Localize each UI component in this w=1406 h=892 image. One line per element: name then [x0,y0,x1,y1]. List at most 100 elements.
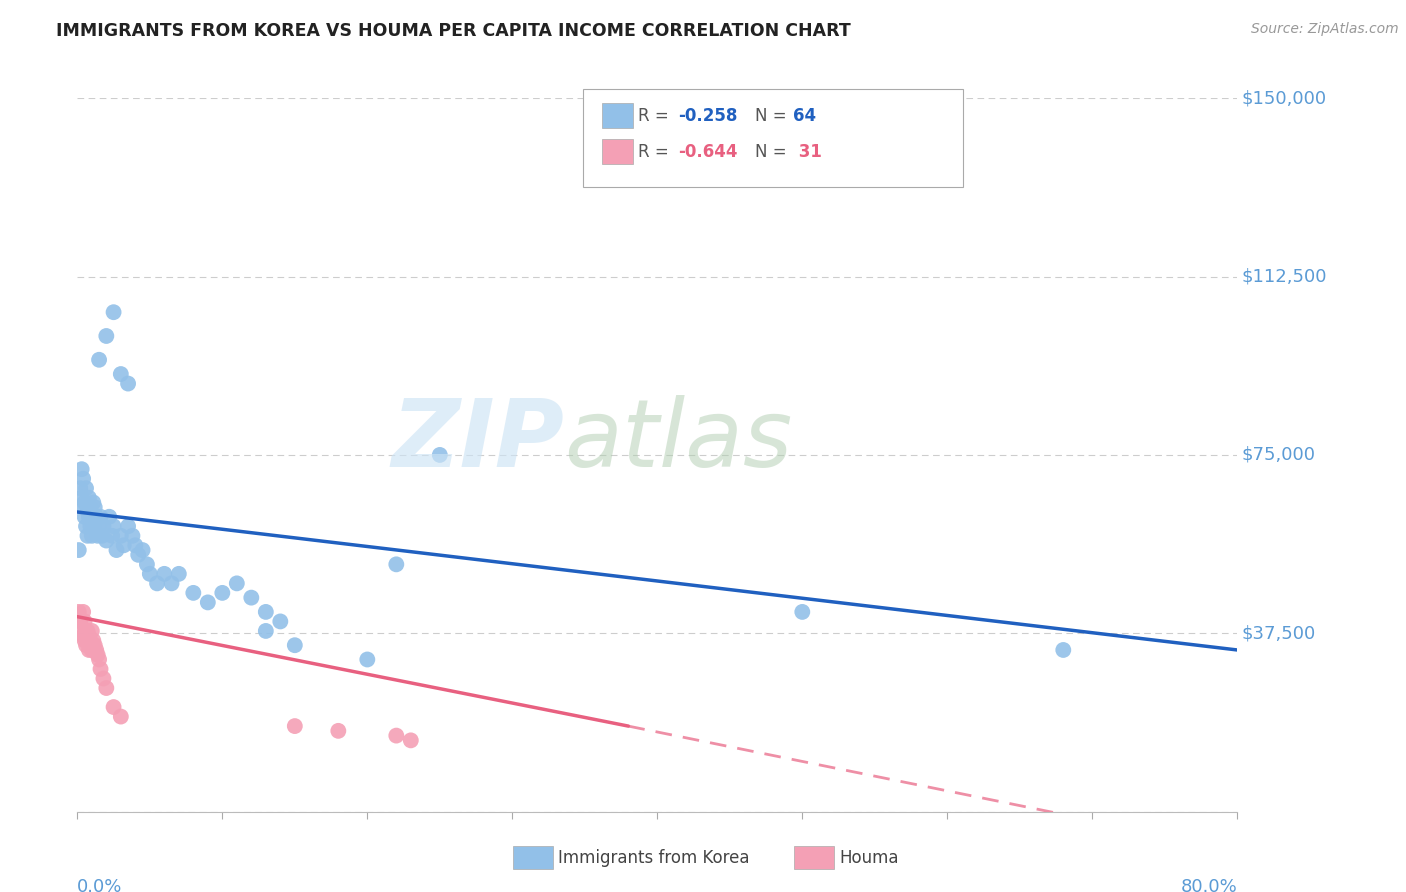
Point [77,491,100,505]
Point [84,509,107,524]
Point [385,729,408,743]
Point [146,576,169,591]
Point [254,605,277,619]
Text: R =: R = [638,107,675,125]
Point [139,566,162,581]
Point [72,629,94,643]
Point [67,605,90,619]
Point [211,586,233,600]
Text: IMMIGRANTS FROM KOREA VS HOUMA PER CAPITA INCOME CORRELATION CHART: IMMIGRANTS FROM KOREA VS HOUMA PER CAPIT… [56,22,851,40]
Point [75,481,97,495]
Point [328,723,350,738]
Point [103,305,125,319]
Text: $150,000: $150,000 [1241,89,1327,107]
Point [86,648,108,662]
Point [103,700,125,714]
Text: Source: ZipAtlas.com: Source: ZipAtlas.com [1251,22,1399,37]
Point [1052,643,1074,657]
Point [67,543,90,558]
Point [75,519,97,533]
Text: Houma: Houma [839,849,898,867]
Point [73,633,96,648]
Text: 0.0%: 0.0% [77,879,122,892]
Point [131,543,153,558]
Point [269,615,291,629]
Point [167,566,190,581]
Point [90,662,111,676]
Point [160,576,183,591]
Text: $75,000: $75,000 [1241,446,1316,464]
Point [121,529,143,543]
Text: atlas: atlas [565,395,793,486]
Point [80,624,103,638]
Point [399,733,422,747]
Point [356,652,378,666]
Text: $37,500: $37,500 [1241,624,1316,642]
Point [385,558,408,572]
Point [98,509,121,524]
Point [197,595,219,609]
Point [72,472,94,486]
Text: N =: N = [755,143,792,161]
Point [110,529,132,543]
Point [83,638,105,652]
Point [240,591,263,605]
Point [72,605,94,619]
Point [69,615,91,629]
Point [96,533,118,548]
Point [96,329,118,343]
Point [110,367,132,381]
Point [91,529,114,543]
Point [82,495,104,509]
Point [105,543,128,558]
Point [79,633,101,648]
Text: 64: 64 [793,107,815,125]
Point [77,643,100,657]
Point [80,509,103,524]
Point [93,672,115,686]
Point [70,462,93,476]
Text: R =: R = [638,143,675,161]
Text: ZIP: ZIP [392,394,565,487]
Point [86,529,108,543]
Point [183,586,205,600]
Point [112,538,135,552]
Point [76,624,98,638]
Point [284,638,307,652]
Point [73,615,96,629]
Point [77,509,100,524]
Point [80,529,103,543]
Point [73,509,96,524]
Point [84,643,107,657]
Point [83,500,105,515]
Point [90,509,111,524]
Point [124,538,146,552]
Point [79,638,101,652]
Point [70,624,93,638]
Point [87,352,110,367]
Point [77,629,100,643]
Point [73,495,96,509]
Point [76,633,98,648]
Point [96,681,118,695]
Point [254,624,277,638]
Point [87,652,110,666]
Point [117,519,139,533]
Point [69,481,91,495]
Point [82,519,104,533]
Point [103,519,125,533]
Point [87,519,110,533]
Point [76,500,98,515]
Point [70,491,93,505]
Point [79,500,101,515]
Text: -0.258: -0.258 [678,107,737,125]
Point [153,566,176,581]
Text: 80.0%: 80.0% [1181,879,1237,892]
Text: -0.644: -0.644 [678,143,737,161]
Text: 31: 31 [793,143,823,161]
Y-axis label: Per Capita Income: Per Capita Income [0,384,7,525]
Point [429,448,451,462]
Point [792,605,814,619]
Point [76,529,98,543]
Point [225,576,247,591]
